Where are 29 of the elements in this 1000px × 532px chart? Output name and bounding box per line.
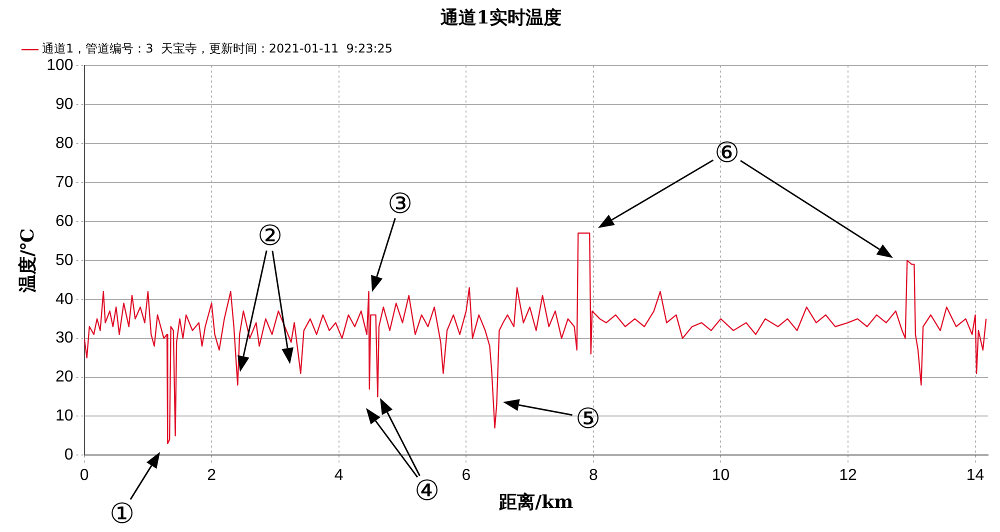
annotation: ②: [256, 219, 284, 252]
annotation: ⑤: [574, 402, 602, 435]
x-tick-label: 0: [80, 467, 89, 484]
x-tick-label: 10: [712, 467, 730, 484]
y-tick-label: 50: [56, 252, 74, 269]
legend-label: 通道1，管道编号：3 天宝寺，更新时间：2021-01-11 9:23:25: [42, 42, 393, 56]
chart-title: 通道1实时温度: [440, 7, 562, 28]
x-tick-label: 2: [207, 467, 216, 484]
text: ①: [108, 497, 136, 530]
y-tick-label: 20: [56, 368, 74, 386]
y-tick-label: 70: [56, 174, 74, 191]
y-tick-label: 0: [64, 446, 74, 464]
x-tick-label: 4: [334, 467, 344, 484]
x-tick-label: 6: [462, 467, 471, 484]
x-tick-label: 8: [588, 467, 598, 484]
y-tick-label: 30: [56, 330, 74, 347]
x-axis-title: 距离/km: [498, 492, 574, 513]
y-tick-label: 100: [46, 57, 74, 74]
x-tick-label: 12: [839, 467, 857, 484]
y-tick-label: 80: [56, 134, 74, 152]
text: ④: [413, 474, 441, 507]
y-axis-title: 温度/℃: [17, 228, 38, 294]
annotation: ③: [386, 187, 414, 220]
y-tick-label: 40: [56, 290, 74, 308]
x-tick-label: 14: [966, 467, 984, 484]
y-tick-label: 60: [56, 212, 74, 230]
y-tick-label: 10: [56, 408, 74, 425]
y-tick-label: 90: [56, 96, 74, 113]
annotation: ⑥: [713, 136, 741, 169]
